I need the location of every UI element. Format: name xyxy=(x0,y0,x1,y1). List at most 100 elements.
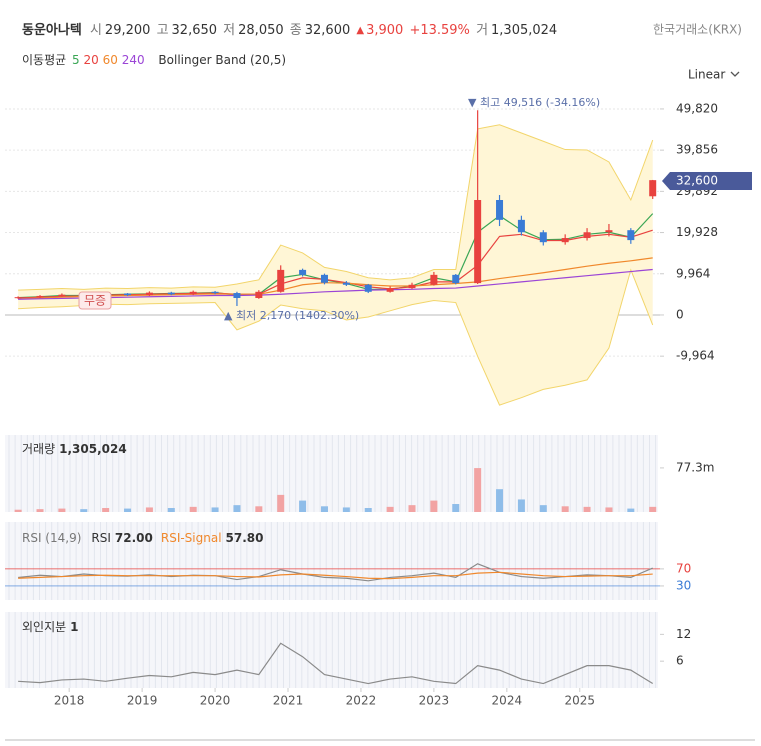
volume-latest: 1,305,024 xyxy=(59,442,127,456)
rsi-value: 72.00 xyxy=(115,531,153,545)
volume-bar xyxy=(36,509,44,512)
y-tick-label: 39,856 xyxy=(676,143,718,157)
legend-ma240: 240 xyxy=(122,53,145,67)
rsi-signal-value: 57.80 xyxy=(226,531,264,545)
volume-bar xyxy=(430,500,438,512)
candle-body xyxy=(320,274,328,283)
x-tick-label: 2023 xyxy=(419,694,450,708)
stripes xyxy=(0,435,660,688)
header: 동운아나텍 시 29,200 고 32,650 저 28,050 종 32,600 ▲ 3… xyxy=(22,22,557,38)
candle-body xyxy=(474,200,482,284)
candle-body xyxy=(342,282,350,285)
candle-body xyxy=(145,292,153,296)
volume-bar xyxy=(189,506,197,512)
candle-body xyxy=(452,274,460,284)
scale-chevron[interactable] xyxy=(730,71,740,77)
candle-body xyxy=(561,238,569,243)
y-tick-label: 77.3m xyxy=(676,460,714,474)
volume-bar xyxy=(539,505,547,512)
volume-bar xyxy=(627,508,635,512)
volume-bar xyxy=(102,508,110,512)
candle-body xyxy=(496,200,504,220)
candle-body xyxy=(255,291,263,299)
volume-bar xyxy=(124,508,132,512)
volume-bar xyxy=(299,500,307,512)
volume-bar xyxy=(386,506,394,512)
volume-bar xyxy=(58,508,66,512)
legend-ma20: 20 xyxy=(83,53,98,67)
rsi-panel-bg xyxy=(5,522,658,600)
candle-body xyxy=(627,230,635,241)
panel-gap xyxy=(0,600,660,612)
stock-name: 동운아나텍 xyxy=(22,22,82,38)
legend: 이동평균 5 20 60 240 Bollinger Band (20,5) xyxy=(22,53,286,67)
x-tick-label: 2021 xyxy=(273,694,304,708)
legend-ma5: 5 xyxy=(72,53,80,67)
candle-body xyxy=(517,219,525,233)
candle-body xyxy=(408,284,416,289)
legend-bollinger: Bollinger Band (20,5) xyxy=(158,53,286,67)
open: 29,200 xyxy=(105,23,151,38)
exchange: 한국거래소(KRX) xyxy=(653,23,742,37)
volume-bar xyxy=(320,506,328,512)
low-annotation: ▲ 최저 2,170 (1402.30%) xyxy=(224,309,359,322)
volume-bar xyxy=(408,505,416,512)
indicator-line xyxy=(18,571,653,580)
candle-body xyxy=(14,297,22,299)
y-tick-label: -9,964 xyxy=(676,349,715,363)
low: 28,050 xyxy=(238,23,284,38)
y-tick-label: 70 xyxy=(676,561,691,575)
bollinger-fill xyxy=(18,124,653,406)
foreign-latest: 1 xyxy=(70,620,78,634)
last-price: 32,600 xyxy=(676,174,718,188)
candle-body xyxy=(211,291,219,294)
high-label: 고 xyxy=(157,23,169,38)
rsi-signal-name: RSI-Signal xyxy=(161,531,222,545)
legend-title: 이동평균 xyxy=(22,53,66,67)
volume-bar xyxy=(364,508,372,512)
marks: -9,96409,96419,92829,89239,85649,82077.3… xyxy=(5,101,718,708)
change-arrow: ▲ xyxy=(356,25,364,36)
foreign-panel-bg xyxy=(5,612,658,688)
candle-body xyxy=(277,269,285,292)
y-tick-label: 19,928 xyxy=(676,225,718,239)
x-tick-label: 2024 xyxy=(492,694,523,708)
open-label: 시 xyxy=(90,23,102,38)
candle-body xyxy=(386,288,394,292)
volume-title: 거래량 1,305,024 xyxy=(22,442,127,456)
volume-bar xyxy=(452,504,460,512)
volume-bar xyxy=(233,505,241,512)
y-tick-label: 30 xyxy=(676,578,691,592)
scale-selector[interactable]: Linear xyxy=(688,68,725,82)
volume-panel-bg xyxy=(5,435,658,512)
y-tick-label: 6 xyxy=(676,654,684,668)
volume-bar xyxy=(517,499,525,512)
foreign-legend: 외인지분 1 xyxy=(22,620,79,634)
bollinger-upper xyxy=(18,124,654,291)
x-tick-label: 2019 xyxy=(127,694,158,708)
candle-body xyxy=(124,293,132,296)
candle-body xyxy=(605,230,613,233)
event-annotation: 무증 xyxy=(84,294,106,308)
candle-body xyxy=(189,291,197,295)
volume-bar xyxy=(649,506,657,512)
change-pct: +13.59% xyxy=(409,23,469,38)
candle-body xyxy=(233,293,241,299)
foreign-title: 외인지분 xyxy=(22,620,66,634)
x-tick-label: 2018 xyxy=(54,694,85,708)
volume-bar xyxy=(211,507,219,512)
event-box xyxy=(78,291,112,310)
volume-panel-title: 거래량 xyxy=(22,442,55,456)
candle-body xyxy=(167,292,175,295)
change: 3,900 xyxy=(366,23,403,38)
volume-bar xyxy=(605,507,613,512)
moving-average xyxy=(18,257,653,300)
candle-body xyxy=(539,232,547,243)
x-tick-label: 2020 xyxy=(200,694,231,708)
volume-bar xyxy=(474,468,482,512)
volume-label: 거 xyxy=(476,23,488,38)
y-tick-label: 49,820 xyxy=(676,101,718,115)
panel-gap xyxy=(0,512,660,522)
candle-body xyxy=(364,284,372,292)
